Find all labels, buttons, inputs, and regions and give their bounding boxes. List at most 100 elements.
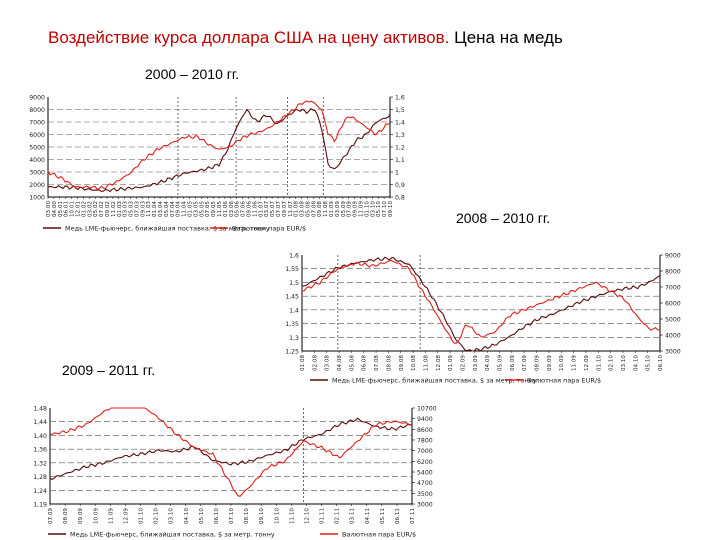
x-tick-label: 04.11 — [365, 508, 371, 524]
right-tick-label: 1 — [395, 170, 399, 177]
x-tick-label: 07.10 — [229, 508, 235, 524]
x-tick-label: 11.08 — [423, 355, 429, 371]
series-line-copper — [49, 417, 413, 481]
x-tick-label: 12.09 — [584, 355, 590, 371]
x-tick-label: 01.07 — [258, 201, 264, 217]
left-tick-label: 1,36 — [33, 447, 47, 454]
right-tick-label: 4000 — [665, 333, 681, 340]
x-tick-label: 05.04 — [164, 201, 170, 217]
right-tick-label: 9400 — [417, 416, 433, 423]
right-tick-label: 8000 — [665, 269, 681, 276]
x-tick-label: 03.02 — [87, 201, 93, 217]
x-tick-label: 02.10 — [154, 508, 160, 524]
x-tick-label: 08.08 — [386, 355, 392, 371]
left-tick-label: 1,28 — [33, 474, 47, 481]
x-tick-label: 03.10 — [621, 355, 627, 371]
right-tick-label: 5000 — [665, 317, 681, 324]
x-tick-label: 12.08 — [436, 355, 442, 371]
left-tick-label: 9000 — [29, 95, 45, 102]
x-tick-label: 08.10 — [244, 508, 250, 524]
x-tick-label: 01.09 — [329, 201, 335, 217]
x-tick-label: 04.08 — [337, 355, 343, 371]
x-tick-label: 05.02 — [93, 201, 99, 217]
x-tick-label: 07.03 — [134, 201, 140, 217]
x-tick-label: 11.09 — [108, 508, 114, 524]
x-tick-label: 07.09 — [347, 201, 353, 217]
left-tick-label: 1,19 — [33, 502, 47, 509]
page-title: Воздействие курса доллара США на цену ак… — [48, 28, 563, 48]
x-tick-label: 09.09 — [547, 355, 553, 371]
right-tick-label: 6000 — [665, 301, 681, 308]
x-tick-label: 09.05 — [211, 201, 217, 217]
x-tick-label: 11.07 — [288, 201, 294, 217]
x-tick-label: 03.03 — [123, 201, 129, 217]
series-line-copper — [301, 256, 661, 352]
chart-2008-2010: 1,6 1,55 1,5 1,45 1,4 1,35 1,3 1,25 9000 8000 7000… — [285, 253, 681, 385]
right-tick-label: 1,3 — [395, 132, 405, 139]
x-tick-label: 11.05 — [217, 201, 223, 217]
x-tick-label: 10.01 — [70, 201, 76, 217]
x-tick-label: 07.09 — [522, 355, 528, 371]
x-tick-label: 02.10 — [609, 355, 615, 371]
left-tick-label: 5000 — [29, 145, 45, 152]
legend-label: Медь LME-фьючерс, ближайшая поставка, $ … — [65, 225, 270, 233]
left-tick-label: 4000 — [29, 157, 45, 164]
x-tick-label: 04.09 — [485, 355, 491, 371]
x-tick-label: 06.10 — [214, 508, 220, 524]
x-tick-label: 08.09 — [63, 508, 69, 524]
x-tick-label: 03.00 — [46, 201, 52, 217]
x-tick-label: 07.07 — [276, 201, 282, 217]
legend-label: Валютная пара EUR/$ — [232, 225, 306, 233]
x-tick-label: 05.09 — [341, 201, 347, 217]
x-tick-label: 11.09 — [359, 201, 365, 217]
x-tick-label: 11.10 — [289, 508, 295, 524]
legend-label: Медь LME-фьючерс, ближайшая поставка, $ … — [70, 531, 275, 539]
x-tick-label: 05.11 — [380, 508, 386, 524]
x-tick-label: 01.10 — [364, 201, 370, 217]
left-tick-label: 1,32 — [33, 460, 47, 467]
x-tick-label: 01.06 — [223, 201, 229, 217]
x-tick-label: 12.10 — [304, 508, 310, 524]
left-tick-label: 1000 — [29, 195, 45, 202]
right-tick-label: 7800 — [417, 438, 433, 445]
x-tick-label: 05.10 — [376, 201, 382, 217]
x-tick-label: 07.08 — [374, 355, 380, 371]
left-tick-label: 1,40 — [33, 433, 47, 440]
left-tick-label: 1,24 — [33, 488, 47, 495]
x-tick-label: 06.11 — [395, 508, 401, 524]
x-tick-label: 01.08 — [294, 201, 300, 217]
right-tick-label: 0,9 — [395, 182, 405, 189]
right-tick-label: 3000 — [665, 349, 681, 356]
x-tick-label: 07.06 — [241, 201, 247, 217]
x-tick-label: 09.07 — [282, 201, 288, 217]
x-tick-label: 01.05 — [188, 201, 194, 217]
x-tick-label: 12.01 — [75, 201, 81, 217]
x-tick-label: 05.08 — [349, 355, 355, 371]
panel-label-2000-2010: 2000 – 2010 гг. — [145, 66, 240, 82]
panel-label-2008-2010: 2008 – 2010 гг. — [456, 210, 551, 226]
series-line-eurusd — [301, 259, 661, 344]
legend-label: Валютная пара EUR/$ — [342, 531, 416, 539]
x-tick-label: 10.08 — [411, 355, 417, 371]
x-tick-label: 06.09 — [510, 355, 516, 371]
x-tick-label: 01.11 — [320, 508, 326, 524]
x-tick-label: 10.09 — [559, 355, 565, 371]
legend-label: Медь LME-фьючерс, ближайшая поставка, $ … — [332, 377, 537, 385]
left-tick-label: 1,6 — [289, 253, 299, 260]
right-tick-label: 4700 — [417, 480, 433, 487]
right-tick-label: 8600 — [417, 427, 433, 434]
left-tick-label: 6000 — [29, 132, 45, 139]
right-tick-label: 10700 — [417, 406, 437, 413]
x-tick-label: 03.10 — [370, 201, 376, 217]
right-tick-label: 1,2 — [395, 145, 405, 152]
x-tick-label: 09.06 — [246, 201, 252, 217]
x-tick-label: 09.10 — [259, 508, 265, 524]
x-tick-label: 06.08 — [362, 355, 368, 371]
x-tick-label: 11.08 — [323, 201, 329, 217]
x-tick-label: 07.09 — [48, 508, 54, 524]
left-tick-label: 2000 — [29, 182, 45, 189]
right-tick-label: 7000 — [417, 448, 433, 455]
x-tick-label: 05.09 — [498, 355, 504, 371]
right-tick-label: 1,5 — [395, 107, 405, 114]
left-tick-label: 1,48 — [33, 406, 47, 413]
